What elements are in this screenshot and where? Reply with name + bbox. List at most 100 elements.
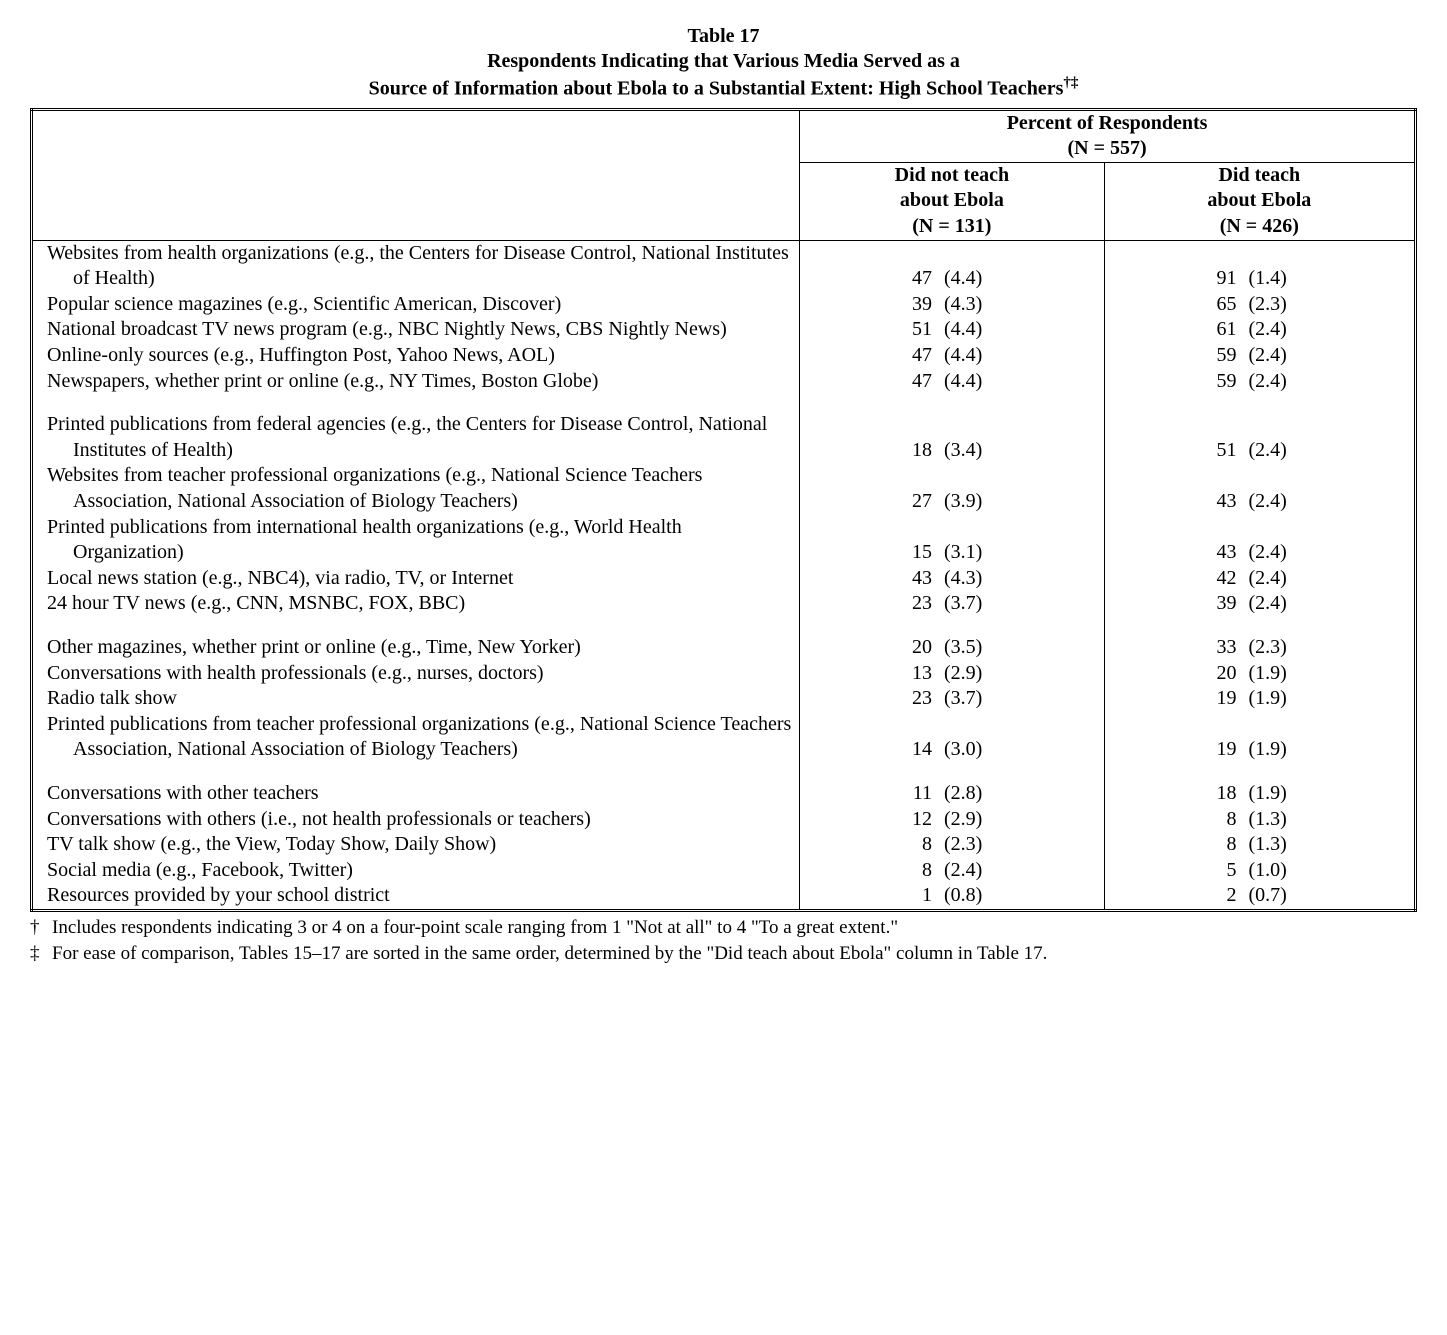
span-header: Percent of Respondents (N = 557) [800,109,1416,162]
cell-e2: (2.4) [1242,412,1415,463]
cell-e2: (2.4) [1242,463,1415,514]
cell-e2: (1.9) [1242,686,1415,712]
title-line-2: Respondents Indicating that Various Medi… [30,49,1417,74]
cell-e2: (1.0) [1242,858,1415,884]
cell-e2: (2.4) [1242,343,1415,369]
cell-n1: 47 [800,369,938,395]
cell-e2: (1.3) [1242,832,1415,858]
table-row: Social media (e.g., Facebook, Twitter)8(… [32,858,1416,884]
row-label: Newspapers, whether print or online (e.g… [32,369,800,395]
table-row: Printed publications from international … [32,515,1416,566]
table-row: Resources provided by your school distri… [32,883,1416,910]
row-label: Conversations with other teachers [32,781,800,807]
cell-e1: (2.8) [938,781,1104,807]
cell-n1: 47 [800,240,938,292]
cell-n2: 39 [1104,591,1242,617]
cell-e2: (2.4) [1242,369,1415,395]
footnote-1-text: Includes respondents indicating 3 or 4 o… [52,916,898,940]
cell-e1: (4.4) [938,240,1104,292]
footnote-1-mark: † [30,916,52,940]
cell-n2: 61 [1104,317,1242,343]
cell-n2: 33 [1104,635,1242,661]
table-row: 24 hour TV news (e.g., CNN, MSNBC, FOX, … [32,591,1416,617]
cell-e1: (3.0) [938,712,1104,763]
cell-e1: (2.9) [938,661,1104,687]
cell-n2: 8 [1104,832,1242,858]
row-label-text: Printed publications from international … [39,515,793,566]
cell-e2: (1.9) [1242,781,1415,807]
row-label-text: Conversations with health professionals … [39,661,793,687]
cell-e1: (3.5) [938,635,1104,661]
cell-e2: (1.3) [1242,807,1415,833]
table-row: Printed publications from federal agenci… [32,412,1416,463]
cell-e1: (3.9) [938,463,1104,514]
cell-e1: (2.4) [938,858,1104,884]
cell-n2: 5 [1104,858,1242,884]
row-label: Online-only sources (e.g., Huffington Po… [32,343,800,369]
cell-n2: 42 [1104,566,1242,592]
data-table: Percent of Respondents (N = 557) Did not… [30,108,1417,912]
col1-line2: about Ebola [900,189,1004,211]
row-label: National broadcast TV news program (e.g.… [32,317,800,343]
row-label: Radio talk show [32,686,800,712]
stub-header [32,109,800,240]
table-row: Popular science magazines (e.g., Scienti… [32,292,1416,318]
row-label: Websites from health organizations (e.g.… [32,240,800,292]
cell-n1: 11 [800,781,938,807]
cell-n1: 1 [800,883,938,910]
table-row: Online-only sources (e.g., Huffington Po… [32,343,1416,369]
title-line-3-text: Source of Information about Ebola to a S… [369,78,1064,100]
span-header-label: Percent of Respondents [1007,112,1208,134]
row-label-text: Conversations with other teachers [39,781,793,807]
cell-e2: (2.4) [1242,317,1415,343]
footnote-1: † Includes respondents indicating 3 or 4… [30,916,1417,940]
title-line-1: Table 17 [30,24,1417,49]
table-row: Conversations with health professionals … [32,661,1416,687]
footnote-2-mark: ‡ [30,942,52,966]
row-label: Websites from teacher professional organ… [32,463,800,514]
cell-n2: 43 [1104,463,1242,514]
row-label-text: Resources provided by your school distri… [39,883,793,909]
table-title: Table 17 Respondents Indicating that Var… [30,24,1417,102]
cell-e1: (3.4) [938,412,1104,463]
table-row: Printed publications from teacher profes… [32,712,1416,763]
footnotes: † Includes respondents indicating 3 or 4… [30,916,1417,966]
group-spacer [32,617,1416,635]
cell-n2: 19 [1104,712,1242,763]
cell-n1: 47 [800,343,938,369]
cell-n2: 91 [1104,240,1242,292]
col2-line1: Did teach [1218,164,1300,186]
col2-n: (N = 426) [1220,215,1299,237]
table-row: Websites from teacher professional organ… [32,463,1416,514]
cell-n1: 23 [800,591,938,617]
footnote-2-text: For ease of comparison, Tables 15–17 are… [52,942,1047,966]
cell-n2: 59 [1104,369,1242,395]
table-body: Websites from health organizations (e.g.… [32,240,1416,910]
row-label: Printed publications from federal agenci… [32,412,800,463]
row-label: Conversations with health professionals … [32,661,800,687]
table-header: Percent of Respondents (N = 557) Did not… [32,109,1416,240]
col-header-2: Did teach about Ebola (N = 426) [1104,162,1415,240]
title-line-3: Source of Information about Ebola to a S… [30,74,1417,102]
row-label-text: Radio talk show [39,686,793,712]
cell-e1: (3.7) [938,686,1104,712]
col1-line1: Did not teach [895,164,1009,186]
row-label: Social media (e.g., Facebook, Twitter) [32,858,800,884]
col1-n: (N = 131) [912,215,991,237]
cell-n2: 2 [1104,883,1242,910]
table-row: National broadcast TV news program (e.g.… [32,317,1416,343]
cell-e2: (0.7) [1242,883,1415,910]
row-label: Printed publications from international … [32,515,800,566]
cell-e1: (3.1) [938,515,1104,566]
footnote-2: ‡ For ease of comparison, Tables 15–17 a… [30,942,1417,966]
cell-n2: 43 [1104,515,1242,566]
table-row: Conversations with others (i.e., not hea… [32,807,1416,833]
cell-n1: 18 [800,412,938,463]
cell-e1: (4.3) [938,292,1104,318]
row-label-text: Online-only sources (e.g., Huffington Po… [39,343,793,369]
row-label: Popular science magazines (e.g., Scienti… [32,292,800,318]
row-label-text: TV talk show (e.g., the View, Today Show… [39,832,793,858]
table-row: Local news station (e.g., NBC4), via rad… [32,566,1416,592]
cell-n1: 14 [800,712,938,763]
cell-e2: (2.4) [1242,515,1415,566]
